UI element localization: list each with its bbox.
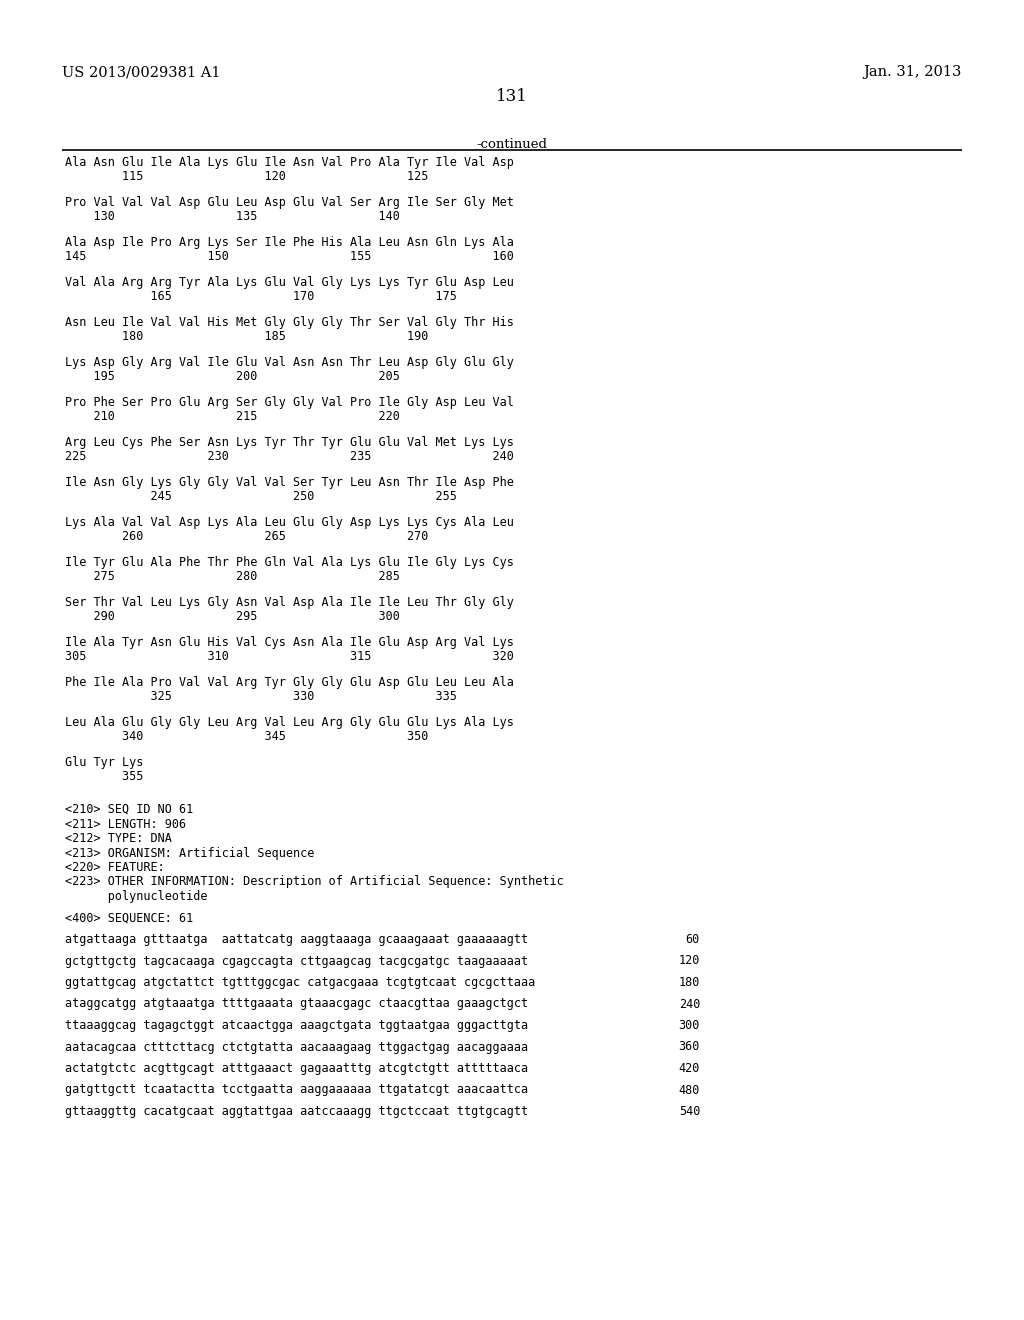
Text: Ile Ala Tyr Asn Glu His Val Cys Asn Ala Ile Glu Asp Arg Val Lys: Ile Ala Tyr Asn Glu His Val Cys Asn Ala … bbox=[65, 636, 514, 649]
Text: 180                 185                 190: 180 185 190 bbox=[65, 330, 428, 343]
Text: Ser Thr Val Leu Lys Gly Asn Val Asp Ala Ile Ile Leu Thr Gly Gly: Ser Thr Val Leu Lys Gly Asn Val Asp Ala … bbox=[65, 597, 514, 609]
Text: 300: 300 bbox=[679, 1019, 700, 1032]
Text: Arg Leu Cys Phe Ser Asn Lys Tyr Thr Tyr Glu Glu Val Met Lys Lys: Arg Leu Cys Phe Ser Asn Lys Tyr Thr Tyr … bbox=[65, 436, 514, 449]
Text: Glu Tyr Lys: Glu Tyr Lys bbox=[65, 756, 143, 770]
Text: Val Ala Arg Arg Tyr Ala Lys Glu Val Gly Lys Lys Tyr Glu Asp Leu: Val Ala Arg Arg Tyr Ala Lys Glu Val Gly … bbox=[65, 276, 514, 289]
Text: <220> FEATURE:: <220> FEATURE: bbox=[65, 861, 165, 874]
Text: <223> OTHER INFORMATION: Description of Artificial Sequence: Synthetic: <223> OTHER INFORMATION: Description of … bbox=[65, 875, 564, 888]
Text: 355: 355 bbox=[65, 771, 143, 784]
Text: 480: 480 bbox=[679, 1084, 700, 1097]
Text: 210                 215                 220: 210 215 220 bbox=[65, 411, 400, 424]
Text: Asn Leu Ile Val Val His Met Gly Gly Gly Thr Ser Val Gly Thr His: Asn Leu Ile Val Val His Met Gly Gly Gly … bbox=[65, 315, 514, 329]
Text: Pro Phe Ser Pro Glu Arg Ser Gly Gly Val Pro Ile Gly Asp Leu Val: Pro Phe Ser Pro Glu Arg Ser Gly Gly Val … bbox=[65, 396, 514, 409]
Text: 165                 170                 175: 165 170 175 bbox=[65, 290, 457, 304]
Text: 130                 135                 140: 130 135 140 bbox=[65, 210, 400, 223]
Text: gttaaggttg cacatgcaat aggtattgaa aatccaaagg ttgctccaat ttgtgcagtt: gttaaggttg cacatgcaat aggtattgaa aatccaa… bbox=[65, 1105, 528, 1118]
Text: 340                 345                 350: 340 345 350 bbox=[65, 730, 428, 743]
Text: Ala Asn Glu Ile Ala Lys Glu Ile Asn Val Pro Ala Tyr Ile Val Asp: Ala Asn Glu Ile Ala Lys Glu Ile Asn Val … bbox=[65, 156, 514, 169]
Text: <212> TYPE: DNA: <212> TYPE: DNA bbox=[65, 832, 172, 845]
Text: 290                 295                 300: 290 295 300 bbox=[65, 610, 400, 623]
Text: ataggcatgg atgtaaatga ttttgaaata gtaaacgagc ctaacgttaa gaaagctgct: ataggcatgg atgtaaatga ttttgaaata gtaaacg… bbox=[65, 998, 528, 1011]
Text: atgattaaga gtttaatga  aattatcatg aaggtaaaga gcaaagaaat gaaaaaagtt: atgattaaga gtttaatga aattatcatg aaggtaaa… bbox=[65, 933, 528, 946]
Text: <211> LENGTH: 906: <211> LENGTH: 906 bbox=[65, 817, 186, 830]
Text: 325                 330                 335: 325 330 335 bbox=[65, 690, 457, 704]
Text: <210> SEQ ID NO 61: <210> SEQ ID NO 61 bbox=[65, 803, 194, 816]
Text: polynucleotide: polynucleotide bbox=[65, 890, 208, 903]
Text: 245                 250                 255: 245 250 255 bbox=[65, 491, 457, 503]
Text: 195                 200                 205: 195 200 205 bbox=[65, 371, 400, 384]
Text: Ile Tyr Glu Ala Phe Thr Phe Gln Val Ala Lys Glu Ile Gly Lys Cys: Ile Tyr Glu Ala Phe Thr Phe Gln Val Ala … bbox=[65, 556, 514, 569]
Text: Phe Ile Ala Pro Val Val Arg Tyr Gly Gly Glu Asp Glu Leu Leu Ala: Phe Ile Ala Pro Val Val Arg Tyr Gly Gly … bbox=[65, 676, 514, 689]
Text: 120: 120 bbox=[679, 954, 700, 968]
Text: US 2013/0029381 A1: US 2013/0029381 A1 bbox=[62, 65, 220, 79]
Text: 360: 360 bbox=[679, 1040, 700, 1053]
Text: Pro Val Val Val Asp Glu Leu Asp Glu Val Ser Arg Ile Ser Gly Met: Pro Val Val Val Asp Glu Leu Asp Glu Val … bbox=[65, 195, 514, 209]
Text: 260                 265                 270: 260 265 270 bbox=[65, 531, 428, 544]
Text: Jan. 31, 2013: Jan. 31, 2013 bbox=[863, 65, 962, 79]
Text: 225                 230                 235                 240: 225 230 235 240 bbox=[65, 450, 514, 463]
Text: 540: 540 bbox=[679, 1105, 700, 1118]
Text: 115                 120                 125: 115 120 125 bbox=[65, 170, 428, 183]
Text: Lys Ala Val Val Asp Lys Ala Leu Glu Gly Asp Lys Lys Cys Ala Leu: Lys Ala Val Val Asp Lys Ala Leu Glu Gly … bbox=[65, 516, 514, 529]
Text: Ile Asn Gly Lys Gly Gly Val Val Ser Tyr Leu Asn Thr Ile Asp Phe: Ile Asn Gly Lys Gly Gly Val Val Ser Tyr … bbox=[65, 477, 514, 488]
Text: gctgttgctg tagcacaaga cgagccagta cttgaagcag tacgcgatgc taagaaaaat: gctgttgctg tagcacaaga cgagccagta cttgaag… bbox=[65, 954, 528, 968]
Text: Lys Asp Gly Arg Val Ile Glu Val Asn Asn Thr Leu Asp Gly Glu Gly: Lys Asp Gly Arg Val Ile Glu Val Asn Asn … bbox=[65, 356, 514, 370]
Text: ttaaaggcag tagagctggt atcaactgga aaagctgata tggtaatgaa gggacttgta: ttaaaggcag tagagctggt atcaactgga aaagctg… bbox=[65, 1019, 528, 1032]
Text: 60: 60 bbox=[686, 933, 700, 946]
Text: <400> SEQUENCE: 61: <400> SEQUENCE: 61 bbox=[65, 912, 194, 924]
Text: aatacagcaa ctttcttacg ctctgtatta aacaaagaag ttggactgag aacaggaaaa: aatacagcaa ctttcttacg ctctgtatta aacaaag… bbox=[65, 1040, 528, 1053]
Text: Leu Ala Glu Gly Gly Leu Arg Val Leu Arg Gly Glu Glu Lys Ala Lys: Leu Ala Glu Gly Gly Leu Arg Val Leu Arg … bbox=[65, 715, 514, 729]
Text: 131: 131 bbox=[496, 88, 528, 106]
Text: <213> ORGANISM: Artificial Sequence: <213> ORGANISM: Artificial Sequence bbox=[65, 846, 314, 859]
Text: 145                 150                 155                 160: 145 150 155 160 bbox=[65, 251, 514, 264]
Text: 275                 280                 285: 275 280 285 bbox=[65, 570, 400, 583]
Text: ggtattgcag atgctattct tgtttggcgac catgacgaaa tcgtgtcaat cgcgcttaaa: ggtattgcag atgctattct tgtttggcgac catgac… bbox=[65, 975, 536, 989]
Text: gatgttgctt tcaatactta tcctgaatta aaggaaaaaa ttgatatcgt aaacaattca: gatgttgctt tcaatactta tcctgaatta aaggaaa… bbox=[65, 1084, 528, 1097]
Text: 180: 180 bbox=[679, 975, 700, 989]
Text: 240: 240 bbox=[679, 998, 700, 1011]
Text: actatgtctc acgttgcagt atttgaaact gagaaatttg atcgtctgtt atttttaaca: actatgtctc acgttgcagt atttgaaact gagaaat… bbox=[65, 1063, 528, 1074]
Text: 420: 420 bbox=[679, 1063, 700, 1074]
Text: 305                 310                 315                 320: 305 310 315 320 bbox=[65, 651, 514, 664]
Text: -continued: -continued bbox=[476, 139, 548, 150]
Text: Ala Asp Ile Pro Arg Lys Ser Ile Phe His Ala Leu Asn Gln Lys Ala: Ala Asp Ile Pro Arg Lys Ser Ile Phe His … bbox=[65, 236, 514, 249]
